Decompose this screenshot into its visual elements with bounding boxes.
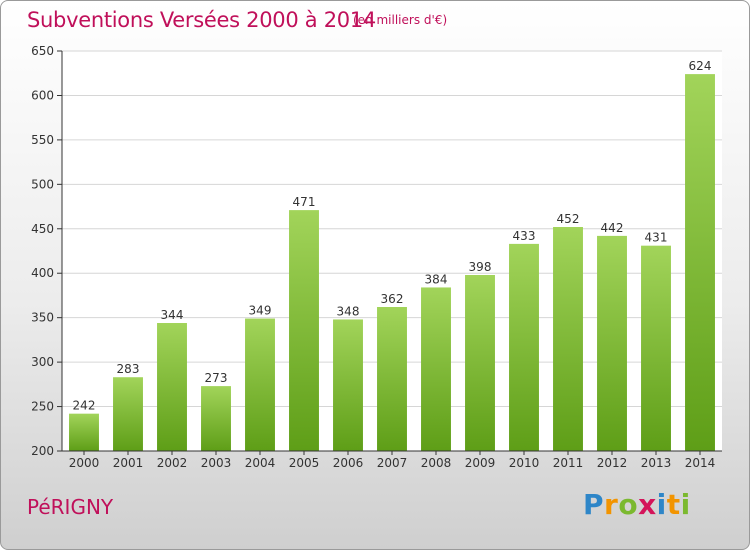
bar — [157, 323, 187, 451]
bar — [421, 287, 451, 451]
x-tick-label: 2004 — [245, 456, 276, 470]
proxiti-logo: Proxiti — [583, 488, 691, 521]
bar — [641, 245, 671, 451]
bar — [69, 413, 99, 451]
commune-name: PéRIGNY — [27, 495, 114, 519]
logo-letter: x — [638, 488, 657, 521]
data-label: 283 — [117, 362, 140, 376]
bar — [201, 386, 231, 451]
x-tick-label: 2013 — [641, 456, 672, 470]
data-label: 624 — [689, 59, 712, 73]
bar — [553, 227, 583, 451]
x-tick-label: 2006 — [333, 456, 364, 470]
bar — [597, 235, 627, 451]
x-tick-label: 2010 — [509, 456, 540, 470]
logo-letter: t — [666, 488, 681, 521]
chart-subtitle: (en milliers d'€) — [353, 13, 448, 27]
bar — [465, 275, 495, 451]
y-tick-label: 550 — [31, 133, 54, 147]
data-label: 344 — [161, 308, 184, 322]
data-label: 452 — [557, 212, 580, 226]
y-tick-label: 250 — [31, 400, 54, 414]
y-tick-label: 200 — [31, 444, 54, 458]
data-label: 471 — [293, 195, 316, 209]
data-label: 362 — [381, 292, 404, 306]
data-label: 433 — [513, 229, 536, 243]
y-tick-label: 450 — [31, 222, 54, 236]
data-label: 242 — [73, 399, 96, 413]
x-tick-label: 2003 — [201, 456, 232, 470]
bar — [509, 243, 539, 451]
x-tick-label: 2001 — [113, 456, 144, 470]
x-tick-label: 2009 — [465, 456, 496, 470]
y-tick-label: 300 — [31, 355, 54, 369]
x-tick-label: 2007 — [377, 456, 408, 470]
y-tick-label: 650 — [31, 44, 54, 58]
data-label: 348 — [337, 304, 360, 318]
data-label: 384 — [425, 272, 448, 286]
x-tick-label: 2014 — [685, 456, 716, 470]
data-label: 273 — [205, 371, 228, 385]
logo-letter: i — [680, 488, 691, 521]
bar — [245, 318, 275, 451]
x-tick-label: 2000 — [69, 456, 100, 470]
x-tick-label: 2011 — [553, 456, 584, 470]
logo-letter: r — [604, 488, 619, 521]
y-tick-label: 500 — [31, 177, 54, 191]
data-label: 398 — [469, 260, 492, 274]
bar — [377, 307, 407, 451]
data-label: 349 — [249, 304, 272, 318]
bar — [289, 210, 319, 451]
bar — [113, 377, 143, 451]
bar — [333, 319, 363, 451]
x-tick-label: 2002 — [157, 456, 188, 470]
bar — [685, 74, 715, 451]
data-label: 431 — [645, 231, 668, 245]
x-tick-label: 2005 — [289, 456, 320, 470]
x-tick-label: 2012 — [597, 456, 628, 470]
data-label: 442 — [601, 221, 624, 235]
logo-letter: i — [656, 488, 667, 521]
y-tick-label: 600 — [31, 88, 54, 102]
chart-title: Subventions Versées 2000 à 2014 — [27, 8, 376, 32]
x-tick-label: 2008 — [421, 456, 452, 470]
logo-letter: o — [618, 488, 639, 521]
y-tick-label: 350 — [31, 311, 54, 325]
logo-letter: P — [583, 488, 605, 521]
y-tick-label: 400 — [31, 266, 54, 280]
